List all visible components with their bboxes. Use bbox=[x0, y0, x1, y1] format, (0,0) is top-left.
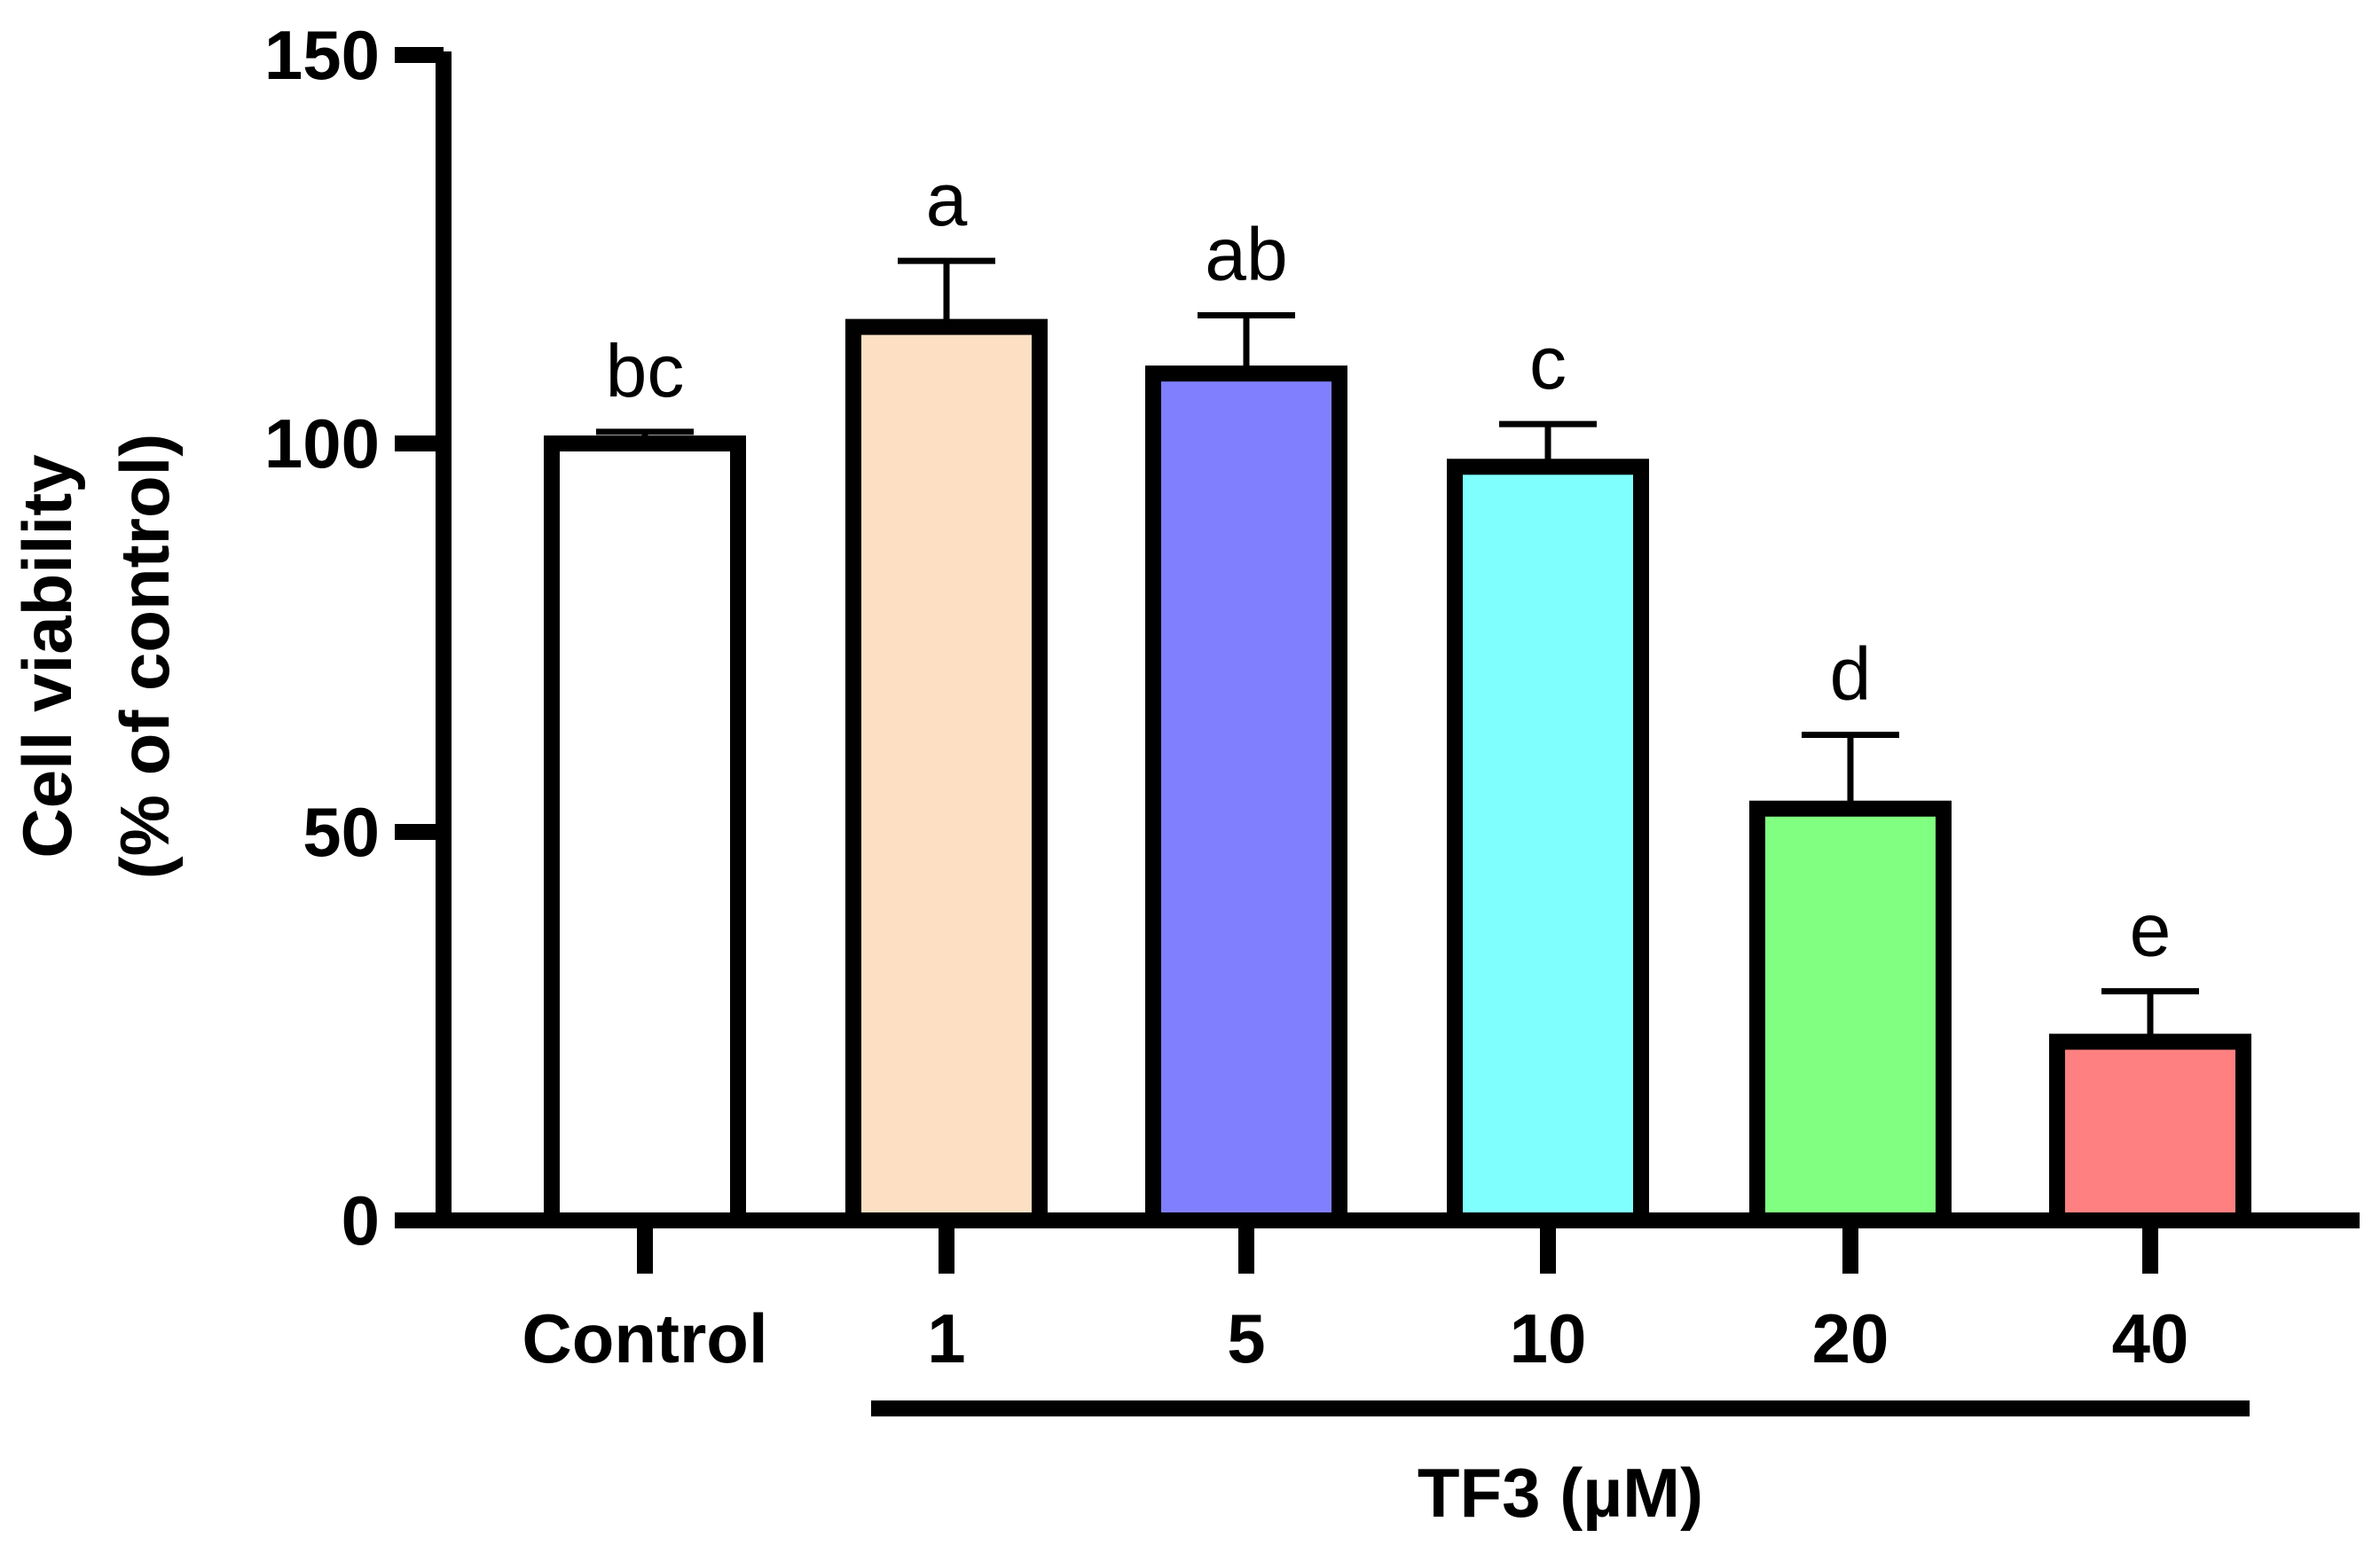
significance-label: c bbox=[1529, 321, 1567, 404]
bar bbox=[2049, 1033, 2251, 1229]
significance-label: bc bbox=[606, 329, 685, 412]
x-tick-label: 10 bbox=[1510, 1299, 1587, 1377]
significance-label: d bbox=[1830, 632, 1872, 716]
x-tick-label: 1 bbox=[927, 1299, 965, 1377]
x-tick-label: 5 bbox=[1227, 1299, 1265, 1377]
plot-area: bc Control a 1 ab 5 c 10 d 20 e 40 0 50 100 150 bbox=[264, 16, 2360, 1377]
bar bbox=[1145, 365, 1347, 1229]
tf3-group-label: TF3 (µM) bbox=[1418, 1454, 1703, 1532]
significance-label: ab bbox=[1205, 212, 1287, 295]
y-axis-title: Cell viability (% of control) bbox=[8, 434, 184, 880]
bar bbox=[845, 318, 1048, 1229]
y-axis-title-line2: (% of control) bbox=[106, 434, 184, 880]
y-tick-label: 150 bbox=[264, 16, 380, 94]
x-tick-label: 20 bbox=[1812, 1299, 1889, 1377]
y-tick-label: 50 bbox=[302, 793, 380, 871]
x-tick-label: 40 bbox=[2112, 1299, 2189, 1377]
significance-label: e bbox=[2130, 889, 2172, 972]
bar bbox=[1447, 459, 1649, 1228]
y-axis-title-line1: Cell viability bbox=[8, 454, 86, 858]
bar bbox=[544, 435, 746, 1228]
x-tick-label: Control bbox=[522, 1299, 767, 1377]
bar bbox=[1749, 800, 1952, 1228]
y-tick-label: 0 bbox=[342, 1181, 380, 1259]
y-tick-label: 100 bbox=[264, 404, 380, 482]
significance-label: a bbox=[926, 158, 968, 241]
